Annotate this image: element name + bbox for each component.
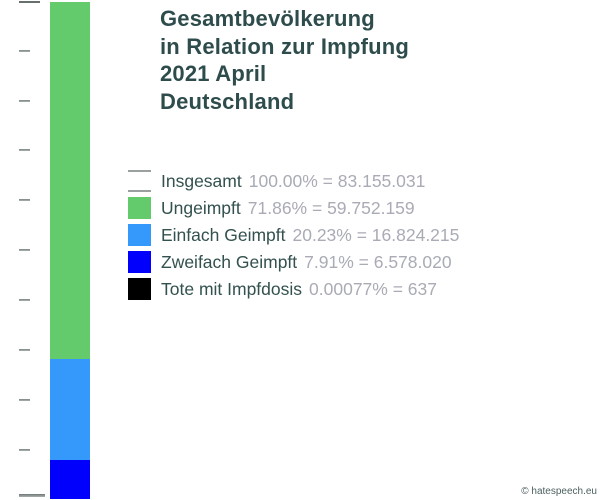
legend-swatch-total-lines-icon xyxy=(128,170,151,192)
chart-title: Gesamtbevölkerung in Relation zur Impfun… xyxy=(160,5,409,115)
y-axis-tick-100 xyxy=(19,1,40,3)
stacked-bar-chart xyxy=(0,0,100,500)
y-axis-ticks xyxy=(0,0,50,500)
legend-swatch-lightblue-icon xyxy=(128,224,151,246)
legend-label: Zweifach Geimpft xyxy=(161,251,298,272)
legend-label: Insgesamt xyxy=(161,170,242,191)
y-axis-tick-10 xyxy=(19,449,30,451)
y-axis-tick-50 xyxy=(19,249,30,251)
y-axis-tick-60 xyxy=(19,199,30,201)
y-axis-tick-30 xyxy=(19,349,30,351)
y-axis-tick-70 xyxy=(19,149,30,151)
legend-value: 7.91% = 6.578.020 xyxy=(304,251,452,272)
legend-row-tote-mit-impfdosis: Tote mit Impfdosis 0.00077% = 637 xyxy=(128,278,459,300)
bar-segment-zweifach-geimpft xyxy=(50,459,90,499)
y-axis-tick-20 xyxy=(19,399,30,401)
chart-title-line-4: Deutschland xyxy=(160,88,295,114)
chart-legend: Insgesamt 100.00% = 83.155.031 Ungeimpft… xyxy=(128,170,459,305)
legend-value: 100.00% = 83.155.031 xyxy=(248,170,426,191)
chart-title-line-3: 2021 April xyxy=(160,61,267,86)
legend-row-insgesamt: Insgesamt 100.00% = 83.155.031 xyxy=(128,170,459,192)
legend-row-einfach-geimpft: Einfach Geimpft 20.23% = 16.824.215 xyxy=(128,224,459,246)
chart-title-line-2: in Relation zur Impfung xyxy=(160,33,410,59)
legend-label: Ungeimpft xyxy=(161,197,241,218)
legend-value: 20.23% = 16.824.215 xyxy=(292,224,460,245)
legend-swatch-black-icon xyxy=(128,278,151,300)
y-axis-tick-40 xyxy=(19,299,30,301)
stacked-bar xyxy=(50,2,90,499)
y-axis-tick-0 xyxy=(19,494,45,497)
legend-swatch-green-icon xyxy=(128,197,151,219)
y-axis-tick-80 xyxy=(19,100,30,102)
bar-segment-ungeimpft xyxy=(50,2,90,360)
legend-row-zweifach-geimpft: Zweifach Geimpft 7.91% = 6.578.020 xyxy=(128,251,459,273)
legend-label: Tote mit Impfdosis xyxy=(161,278,303,299)
legend-value: 0.00077% = 637 xyxy=(309,278,437,299)
chart-title-line-1: Gesamtbevölkerung xyxy=(160,6,375,31)
copyright-credit: © hatespeech.eu xyxy=(521,486,597,497)
legend-value: 71.86% = 59.752.159 xyxy=(247,197,415,218)
y-axis-tick-90 xyxy=(19,50,30,52)
legend-swatch-blue-icon xyxy=(128,251,151,273)
bar-segment-einfach-geimpft xyxy=(50,359,90,460)
legend-row-ungeimpft: Ungeimpft 71.86% = 59.752.159 xyxy=(128,197,459,219)
legend-label: Einfach Geimpft xyxy=(161,224,286,245)
